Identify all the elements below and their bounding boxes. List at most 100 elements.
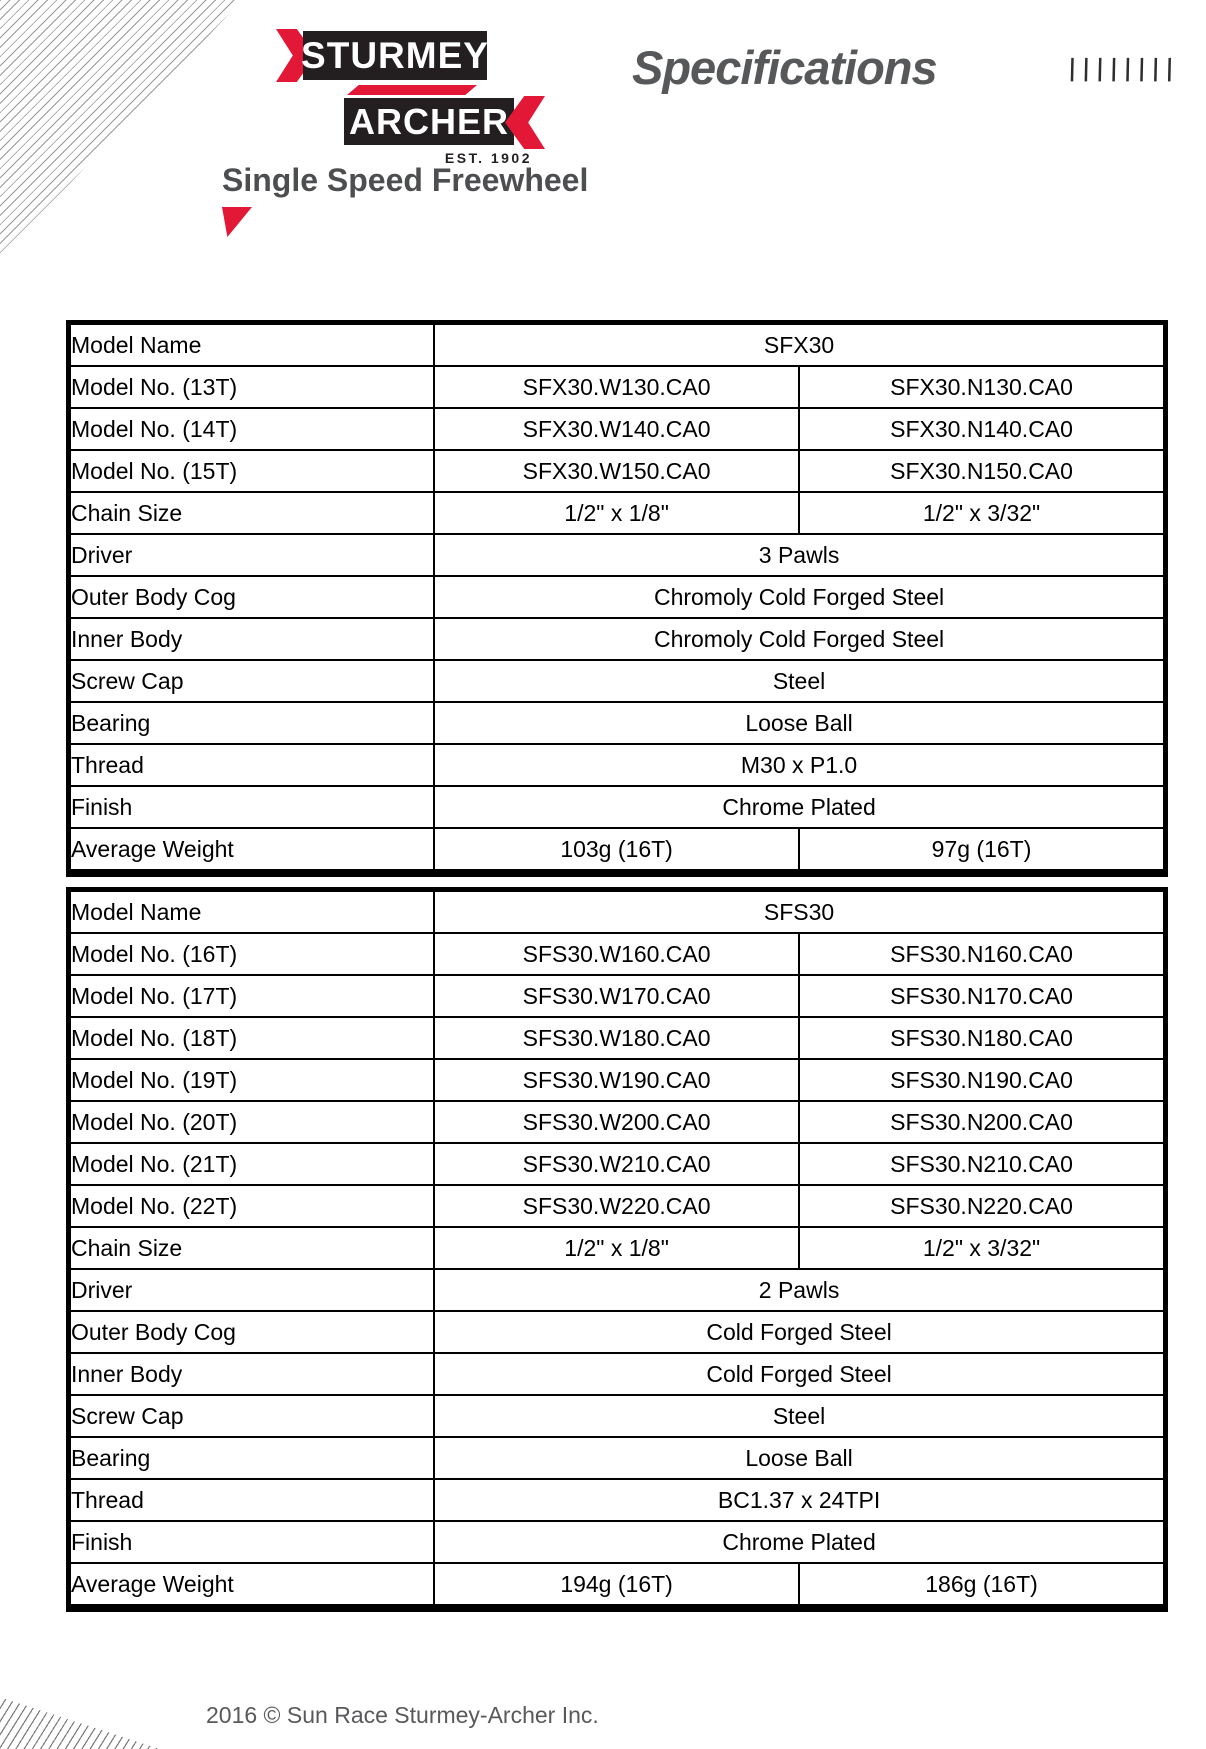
table-row: Finish Chrome Plated xyxy=(68,785,1165,829)
row-value-cell: Cold Forged Steel xyxy=(433,1352,1165,1396)
red-triangle-marker xyxy=(222,207,252,237)
row-value-cell: 186g (16T) xyxy=(798,1562,1165,1606)
spec-table: Model Name SFS30 Model No. (16T) SFS30.W160… xyxy=(68,890,1165,1606)
logo-archer-banner: ARCHER xyxy=(344,98,514,145)
logo-archer-text: ARCHER xyxy=(348,100,509,142)
row-label-cell: Model No. (16T) xyxy=(68,932,436,976)
row-value-cell: 2 Pawls xyxy=(433,1268,1165,1312)
row-label-cell: Inner Body xyxy=(68,617,436,661)
row-label-cell: Model No. (13T) xyxy=(68,365,436,409)
table-row: Model No. (21T) SFS30.W210.CA0 SFS30.N210.… xyxy=(68,1142,1165,1186)
row-label-cell: Finish xyxy=(68,785,436,829)
spec-table: Model Name SFX30 Model No. (13T) SFX30.W130… xyxy=(68,323,1165,871)
row-label-cell: Screw Cap xyxy=(68,659,436,703)
row-value-cell: SFS30.W160.CA0 xyxy=(433,932,801,976)
table-row: Model No. (22T) SFS30.W220.CA0 SFS30.N220.… xyxy=(68,1184,1165,1228)
table-row: Outer Body Cog Cold Forged Steel xyxy=(68,1310,1165,1354)
logo-est-1902: EST. 1902 xyxy=(444,150,532,166)
row-label-cell: Finish xyxy=(68,1520,436,1564)
table-row: Model Name SFX30 xyxy=(68,323,1165,367)
table-row: Inner Body Chromoly Cold Forged Steel xyxy=(68,617,1165,661)
row-value-cell: SFS30.W220.CA0 xyxy=(433,1184,801,1228)
row-label-cell: Model No. (14T) xyxy=(68,407,436,451)
table-row: Screw Cap Steel xyxy=(68,659,1165,703)
row-value-cell: SFS30.W190.CA0 xyxy=(433,1058,801,1102)
row-value-cell: SFS30 xyxy=(433,890,1165,934)
row-value-cell: 1/2" x 3/32" xyxy=(798,1226,1165,1270)
table-row: Average Weight 103g (16T) 97g (16T) xyxy=(68,827,1165,871)
table-row: Bearing Loose Ball xyxy=(68,1436,1165,1480)
row-label-cell: Outer Body Cog xyxy=(68,1310,436,1354)
row-value-cell: SFS30.N170.CA0 xyxy=(798,974,1165,1018)
row-label-cell: Bearing xyxy=(68,701,436,745)
logo-sturmey-text: STURMEY xyxy=(301,34,489,76)
table-row: Model No. (16T) SFS30.W160.CA0 SFS30.N160.… xyxy=(68,932,1165,976)
table-row: Model No. (13T) SFX30.W130.CA0 SFX30.N130.… xyxy=(68,365,1165,409)
table-row: Chain Size 1/2" x 1/8" 1/2" x 3/32" xyxy=(68,491,1165,535)
row-value-cell: Loose Ball xyxy=(433,1436,1165,1480)
row-label-cell: Model No. (20T) xyxy=(68,1100,436,1144)
row-label-cell: Average Weight xyxy=(68,827,436,871)
row-value-cell: Chromoly Cold Forged Steel xyxy=(433,617,1165,661)
corner-hatch-top-left xyxy=(0,0,242,258)
row-value-cell: Chromoly Cold Forged Steel xyxy=(433,575,1165,619)
row-value-cell: SFX30.N130.CA0 xyxy=(798,365,1165,409)
row-value-cell: Steel xyxy=(433,1394,1165,1438)
corner-hatch-bottom-left xyxy=(0,1697,160,1749)
row-value-cell: SFS30.N200.CA0 xyxy=(798,1100,1165,1144)
row-label-cell: Model Name xyxy=(68,323,436,367)
row-value-cell: SFS30.W210.CA0 xyxy=(433,1142,801,1186)
row-value-cell: Chrome Plated xyxy=(433,1520,1165,1564)
row-label-cell: Model No. (15T) xyxy=(68,449,436,493)
row-label-cell: Model Name xyxy=(68,890,436,934)
row-label-cell: Model No. (18T) xyxy=(68,1016,436,1060)
row-value-cell: Cold Forged Steel xyxy=(433,1310,1165,1354)
table-row: Screw Cap Steel xyxy=(68,1394,1165,1438)
row-label-cell: Model No. (19T) xyxy=(68,1058,436,1102)
row-value-cell: BC1.37 x 24TPI xyxy=(433,1478,1165,1522)
row-value-cell: SFS30.W180.CA0 xyxy=(433,1016,801,1060)
row-value-cell: SFX30.W140.CA0 xyxy=(433,407,801,451)
row-label-cell: Bearing xyxy=(68,1436,436,1480)
row-value-cell: SFS30.W200.CA0 xyxy=(433,1100,801,1144)
row-label-cell: Outer Body Cog xyxy=(68,575,436,619)
table-row: Thread M30 x P1.0 xyxy=(68,743,1165,787)
row-value-cell: SFX30.W130.CA0 xyxy=(433,365,801,409)
row-label-cell: Inner Body xyxy=(68,1352,436,1396)
row-value-cell: SFS30.N180.CA0 xyxy=(798,1016,1165,1060)
table-row: Model No. (14T) SFX30.W140.CA0 SFX30.N140.… xyxy=(68,407,1165,451)
logo-sturmey-banner: STURMEY xyxy=(301,31,489,80)
row-value-cell: 1/2" x 3/32" xyxy=(798,491,1165,535)
table-row: Model No. (18T) SFS30.W180.CA0 SFS30.N180.… xyxy=(68,1016,1165,1060)
row-value-cell: SFS30.W170.CA0 xyxy=(433,974,801,1018)
row-value-cell: SFX30.N140.CA0 xyxy=(798,407,1165,451)
specifications-heading: Specifications xyxy=(632,41,938,94)
row-value-cell: SFS30.N190.CA0 xyxy=(798,1058,1165,1102)
logo-red-stripe xyxy=(347,85,477,95)
row-value-cell: Steel xyxy=(433,659,1165,703)
row-value-cell: SFX30.N150.CA0 xyxy=(798,449,1165,493)
table-row: Driver 2 Pawls xyxy=(68,1268,1165,1312)
spec-table-sfs30: Model Name SFS30 Model No. (16T) SFS30.W160… xyxy=(66,887,1168,1612)
header-slashes-decoration: //////// xyxy=(1063,52,1184,88)
table-row: Bearing Loose Ball xyxy=(68,701,1165,745)
table-row: Average Weight 194g (16T) 186g (16T) xyxy=(68,1562,1165,1606)
table-row: Outer Body Cog Chromoly Cold Forged Steel xyxy=(68,575,1165,619)
row-label-cell: Driver xyxy=(68,1268,436,1312)
row-value-cell: 1/2" x 1/8" xyxy=(433,1226,801,1270)
row-label-cell: Model No. (22T) xyxy=(68,1184,436,1228)
row-value-cell: SFX30.W150.CA0 xyxy=(433,449,801,493)
row-label-cell: Thread xyxy=(68,743,436,787)
row-value-cell: 3 Pawls xyxy=(433,533,1165,577)
row-value-cell: Chrome Plated xyxy=(433,785,1165,829)
table-row: Thread BC1.37 x 24TPI xyxy=(68,1478,1165,1522)
row-value-cell: SFS30.N210.CA0 xyxy=(798,1142,1165,1186)
table-row: Model No. (17T) SFS30.W170.CA0 SFS30.N170.… xyxy=(68,974,1165,1018)
table-row: Model No. (20T) SFS30.W200.CA0 SFS30.N200.… xyxy=(68,1100,1165,1144)
row-label-cell: Chain Size xyxy=(68,491,436,535)
row-value-cell: SFS30.N160.CA0 xyxy=(798,932,1165,976)
table-row: Model No. (19T) SFS30.W190.CA0 SFS30.N190.… xyxy=(68,1058,1165,1102)
row-label-cell: Model No. (21T) xyxy=(68,1142,436,1186)
row-label-cell: Driver xyxy=(68,533,436,577)
